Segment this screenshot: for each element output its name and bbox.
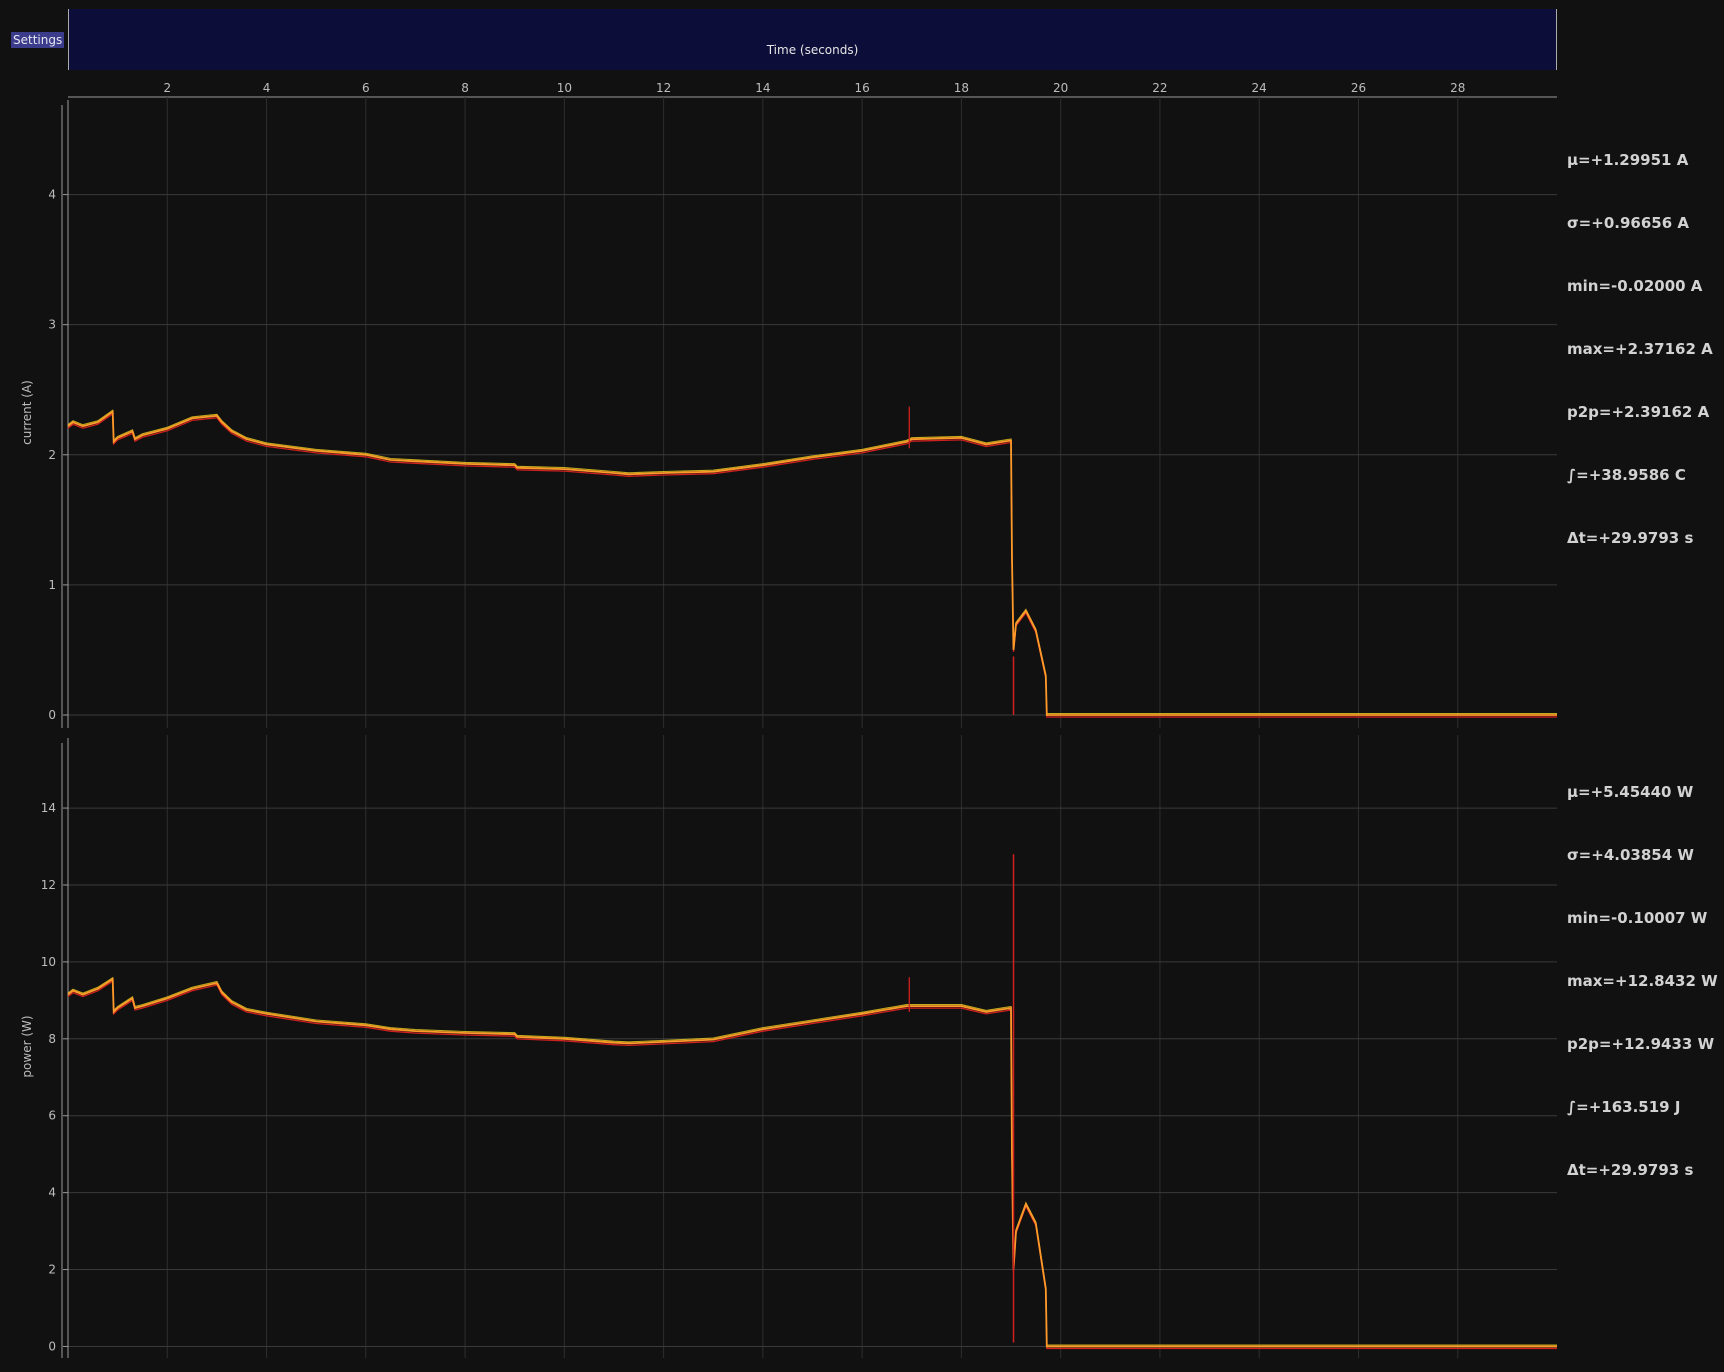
stat-mean: μ=+5.45440 W <box>1567 783 1694 801</box>
stat-duration: Δt=+29.9793 s <box>1567 529 1694 547</box>
power-stats: μ=+5.45440 W σ=+4.03854 W min=-0.10007 W… <box>1567 740 1718 1202</box>
stat-max: max=+12.8432 W <box>1567 972 1718 990</box>
stat-min: min=-0.02000 A <box>1567 277 1703 295</box>
time-tick-label: 18 <box>954 81 969 95</box>
time-tick-label: 12 <box>656 81 671 95</box>
stat-max: max=+2.37162 A <box>1567 340 1713 358</box>
series-max-trace <box>67 409 1557 715</box>
stat-sigma: σ=+4.03854 W <box>1567 846 1694 864</box>
series-min-trace <box>67 412 1557 718</box>
y-tick-label: 12 <box>41 878 56 892</box>
stat-integral: ∫=+163.519 J <box>1567 1098 1681 1116</box>
stat-integral: ∫=+38.9586 C <box>1567 466 1686 484</box>
y-tick-label: 3 <box>48 318 56 332</box>
stat-p2p: p2p=+2.39162 A <box>1567 403 1710 421</box>
time-tick-label: 8 <box>461 81 469 95</box>
y-tick-label: 4 <box>48 1186 56 1200</box>
y-tick-label: 2 <box>48 448 56 462</box>
series-mean-trace <box>67 410 1557 716</box>
time-tick-label: 26 <box>1351 81 1366 95</box>
time-tick-label: 4 <box>263 81 271 95</box>
y-tick-label: 6 <box>48 1109 56 1123</box>
time-tick-label: 16 <box>854 81 869 95</box>
time-tick-label: 24 <box>1252 81 1267 95</box>
time-tick-label: 14 <box>755 81 770 95</box>
y-tick-label: 1 <box>48 578 56 592</box>
y-tick-label: 4 <box>48 188 56 202</box>
y-axis-label: current (A) <box>20 380 34 445</box>
time-tick-label: 6 <box>362 81 370 95</box>
series-min-trace <box>67 980 1557 1350</box>
stat-duration: Δt=+29.9793 s <box>1567 1161 1694 1179</box>
y-tick-label: 10 <box>41 955 56 969</box>
current-stats: μ=+1.29951 A σ=+0.96656 A min=-0.02000 A… <box>1567 108 1713 570</box>
settings-button[interactable]: Settings <box>11 32 65 48</box>
stat-min: min=-0.10007 W <box>1567 909 1708 927</box>
y-tick-label: 2 <box>48 1263 56 1277</box>
time-range-bar[interactable]: Time (seconds) <box>68 9 1557 70</box>
stat-mean: μ=+1.29951 A <box>1567 151 1689 169</box>
y-axis-label: power (W) <box>20 1015 34 1077</box>
y-tick-label: 0 <box>48 1339 56 1353</box>
series-max-trace <box>67 976 1557 1346</box>
time-axis-label: Time (seconds) <box>766 43 859 57</box>
time-tick-label: 20 <box>1053 81 1068 95</box>
y-tick-label: 0 <box>48 708 56 722</box>
y-tick-label: 14 <box>41 801 56 815</box>
stat-p2p: p2p=+12.9433 W <box>1567 1035 1715 1053</box>
time-tick-label: 10 <box>557 81 572 95</box>
time-tick-label: 28 <box>1450 81 1465 95</box>
stat-sigma: σ=+0.96656 A <box>1567 214 1689 232</box>
y-tick-label: 8 <box>48 1032 56 1046</box>
time-tick-label: 22 <box>1152 81 1167 95</box>
series-mean-trace <box>67 977 1557 1348</box>
time-tick-label: 2 <box>163 81 171 95</box>
